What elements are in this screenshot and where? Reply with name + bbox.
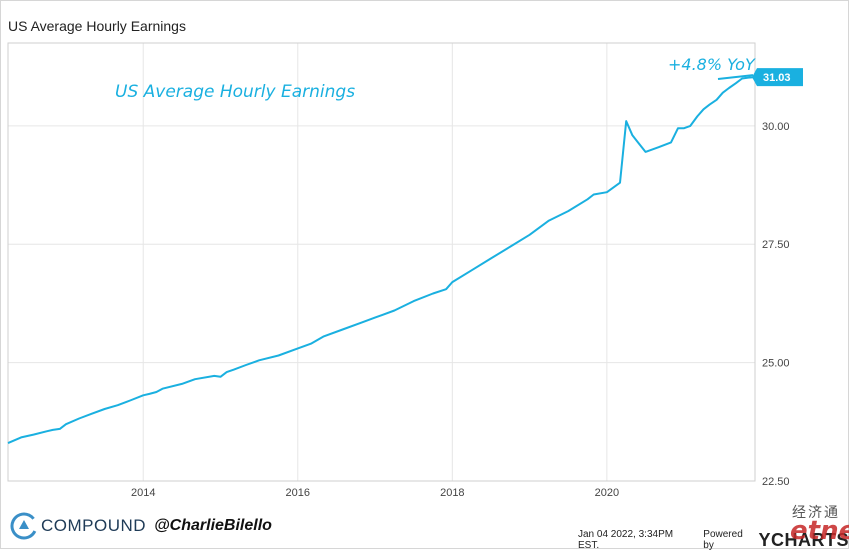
y-tick-label: 22.50 <box>762 476 790 488</box>
y-tick-label: 25.00 <box>762 358 790 370</box>
x-tick-label: 2018 <box>440 487 464 499</box>
y-tick-label: 27.50 <box>762 239 790 251</box>
x-tick-label: 2020 <box>595 487 619 499</box>
axis-ticks: 22.50 25.00 27.50 30.00 2014 2016 2018 2020 <box>131 121 790 499</box>
inner-chart-label: US Average Hourly Earnings <box>115 82 355 102</box>
brand-name: COMPOUND <box>41 516 147 535</box>
x-tick-label: 2016 <box>286 487 310 499</box>
grid-lines <box>8 43 755 482</box>
y-tick-label: 30.00 <box>762 121 790 133</box>
plot-area-border <box>7 42 756 482</box>
chart-title: US Average Hourly Earnings <box>8 18 186 34</box>
compound-logo-icon <box>10 512 38 540</box>
timestamp: Jan 04 2022, 3:34PM EST. <box>578 529 674 551</box>
series-line-hourly-earnings <box>7 76 756 445</box>
x-tick-label: 2014 <box>131 487 155 499</box>
ycharts-logo: YCHARTS <box>758 530 849 550</box>
etnet-watermark: 经济通 etnet <box>790 502 849 548</box>
footer-branding: COMPOUND @CharlieBilello <box>10 511 272 541</box>
yoy-annotation: +4.8% YoY <box>668 55 756 74</box>
last-value-marker: 31.03 <box>752 68 803 87</box>
watermark-chinese-text: 经济通 <box>792 505 840 521</box>
last-value-label: 31.03 <box>763 72 791 84</box>
footer-source: Jan 04 2022, 3:34PM EST. Powered by YCHA… <box>578 529 849 551</box>
powered-by-label: Powered by <box>703 529 743 551</box>
last-value-badge <box>752 68 803 87</box>
annotation-arrow <box>717 74 754 80</box>
author-handle: @CharlieBilello <box>154 517 272 534</box>
watermark-logo: etnet <box>790 516 849 546</box>
